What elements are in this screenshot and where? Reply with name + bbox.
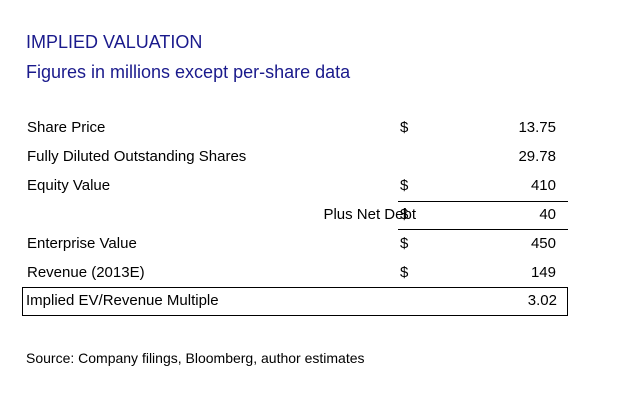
table-row-enterprise-value: Enterprise Value $ 450 — [22, 229, 568, 258]
row-value: 410 — [530, 177, 556, 194]
table-row-equity-value: Equity Value $ 410 — [22, 171, 568, 200]
table-row-revenue: Revenue (2013E) $ 149 — [22, 258, 568, 287]
table-row-net-debt: Plus Net Debt $ 40 — [22, 200, 568, 229]
rule-above — [398, 229, 568, 230]
row-value: 29.78 — [518, 148, 556, 165]
page-subtitle: Figures in millions except per-share dat… — [26, 62, 351, 82]
currency-symbol: $ — [400, 264, 409, 281]
source-note: Source: Company filings, Bloomberg, auth… — [26, 350, 365, 366]
currency-symbol: $ — [400, 177, 409, 194]
currency-symbol: $ — [400, 206, 409, 223]
row-value: 450 — [530, 235, 556, 252]
table-row-ev-revenue-multiple: Implied EV/Revenue Multiple 3.02 — [22, 287, 568, 316]
page-title: IMPLIED VALUATION — [26, 32, 203, 52]
valuation-table: Share Price $ 13.75 Fully Diluted Outsta… — [22, 113, 568, 316]
currency-symbol: $ — [400, 119, 409, 136]
row-value: 13.75 — [518, 119, 556, 136]
row-value: 149 — [530, 264, 556, 281]
currency-symbol: $ — [400, 235, 409, 252]
row-label: Revenue (2013E) — [27, 264, 145, 281]
row-label: Equity Value — [27, 177, 111, 194]
table-row-outstanding-shares: Fully Diluted Outstanding Shares 29.78 — [22, 142, 568, 171]
row-label: Plus Net Debt — [323, 206, 416, 223]
rule-above — [398, 201, 568, 202]
row-label: Share Price — [27, 119, 106, 136]
row-value: 40 — [539, 206, 556, 223]
table-row-share-price: Share Price $ 13.75 — [22, 113, 568, 142]
row-label: Fully Diluted Outstanding Shares — [27, 148, 247, 165]
row-label: Enterprise Value — [27, 235, 137, 252]
row-label: Implied EV/Revenue Multiple — [26, 292, 219, 309]
row-value: 3.02 — [527, 292, 557, 309]
